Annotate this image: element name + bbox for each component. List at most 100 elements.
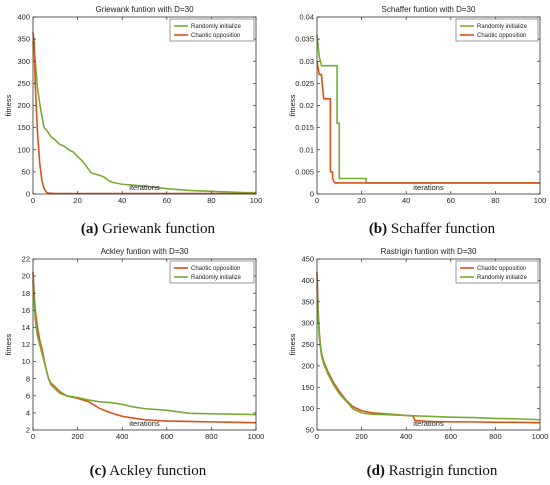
plot-frame [32,16,257,195]
x-tick-label: 0 [31,196,35,205]
y-tick-label: 16 [22,306,30,315]
chart-panel: Griewank funtion with D=30 0 20 40 60 80 100 0 5… [4,5,262,237]
x-tick-label: 80 [207,196,215,205]
y-tick-label: 0.005 [295,167,314,176]
caption-letter: (d) [367,463,385,479]
panel-caption: (b) Schaffer function [369,221,496,237]
legend: Randomly initialize Chaotic opposition [169,18,255,42]
legend-label: Randomly initialize [477,24,528,30]
y-tick-label: 250 [17,79,30,88]
y-tick-label: 0 [26,190,30,199]
x-tick-label: 200 [355,432,368,441]
panel-caption: (d) Rastrigin function [367,463,498,479]
panel-caption: (a) Griewank function [81,221,216,237]
caption-text: Rastrigin function [385,463,498,479]
y-tick-label: 0 [310,190,314,199]
y-tick-label: 350 [17,35,30,44]
legend-box [169,260,255,284]
x-tick-label: 60 [447,196,455,205]
legend-label: Chaotic opposition [477,33,526,39]
series-line [316,271,541,424]
chart-title: Rastrigin funtion with D=30 [381,247,477,256]
series-line [316,34,540,184]
x-axis-label: iterations [413,419,444,428]
y-tick-label: 0.025 [295,79,314,88]
legend-box [455,18,539,42]
y-tick-label: 0.035 [295,35,314,44]
caption-text: Schaffer function [387,221,496,237]
y-tick-label: 14 [22,323,30,332]
plot-frame [316,16,541,195]
y-tick-label: 300 [17,57,30,66]
y-tick-label: 18 [22,289,30,298]
x-tick-label: 20 [73,196,81,205]
y-tick-label: 300 [301,319,314,328]
y-tick-label: 6 [26,391,30,400]
chart-title: Griewank funtion with D=30 [95,5,194,14]
y-tick-label: 50 [306,426,314,435]
x-tick-label: 100 [534,196,547,205]
y-axis-label: fitness [4,94,13,116]
y-axis-label: fitness [288,333,297,355]
y-tick-label: 450 [301,255,314,264]
y-tick-label: 2 [26,426,30,435]
x-axis-label: iterations [413,183,444,192]
x-tick-label: 0 [315,196,319,205]
legend-label: Chaotic opposition [477,266,526,272]
x-tick-label: 1000 [532,432,549,441]
y-axis-label: fitness [4,333,13,355]
chart-title: Schaffer funtion with D=30 [382,5,476,14]
y-tick-label: 4 [26,409,30,418]
y-tick-label: 8 [26,374,30,383]
series-line [32,41,256,194]
chart-panel: Schaffer funtion with D=30 0 20 40 60 80 100 0 0… [288,5,546,237]
chart-title: Ackley funtion with D=30 [101,247,189,256]
y-tick-label: 0.02 [299,101,314,110]
caption-text: Ackley function [106,463,206,479]
x-tick-label: 1000 [248,432,265,441]
x-tick-label: 20 [357,196,365,205]
y-tick-label: 22 [22,255,30,264]
x-axis-label: iterations [129,419,160,428]
y-tick-label: 150 [17,123,30,132]
y-tick-label: 50 [22,167,30,176]
plot-frame [32,258,257,431]
legend-box [169,18,255,42]
y-tick-label: 150 [301,383,314,392]
legend-label: Randomly initialize [191,275,242,281]
legend-label: Randomly initialize [191,24,242,30]
x-tick-label: 800 [205,432,218,441]
x-tick-label: 800 [489,432,502,441]
y-tick-label: 200 [17,101,30,110]
x-tick-label: 400 [400,432,413,441]
x-tick-label: 0 [31,432,35,441]
legend-label: Chaotic opposition [191,33,240,39]
y-tick-label: 400 [17,13,30,22]
legend: Randomly initialize Chaotic opposition [455,18,539,42]
y-tick-label: 12 [22,340,30,349]
y-tick-label: 350 [301,297,314,306]
legend-label: Randomly initialize [477,275,528,281]
panel-caption: (c) Ackley function [90,463,207,479]
x-tick-label: 600 [161,432,174,441]
y-tick-label: 250 [301,340,314,349]
series-line [32,32,256,195]
y-tick-label: 200 [301,361,314,370]
y-tick-label: 10 [22,357,30,366]
x-tick-label: 600 [445,432,458,441]
y-tick-label: 0.04 [299,13,314,22]
x-tick-label: 40 [118,196,126,205]
legend-label: Chaotic opposition [191,266,240,272]
chart-panel: Ackley funtion with D=30 0 200 400 600 800 100… [4,247,264,479]
y-tick-label: 400 [301,276,314,285]
y-axis-label: fitness [288,94,297,116]
x-tick-label: 200 [71,432,84,441]
y-tick-label: 0.03 [299,57,314,66]
y-tick-label: 100 [301,404,314,413]
x-tick-label: 400 [116,432,129,441]
x-tick-label: 100 [250,196,263,205]
legend: Chaotic opposition Randomly initialize [169,260,255,284]
caption-letter: (c) [90,463,107,479]
x-tick-label: 40 [402,196,410,205]
